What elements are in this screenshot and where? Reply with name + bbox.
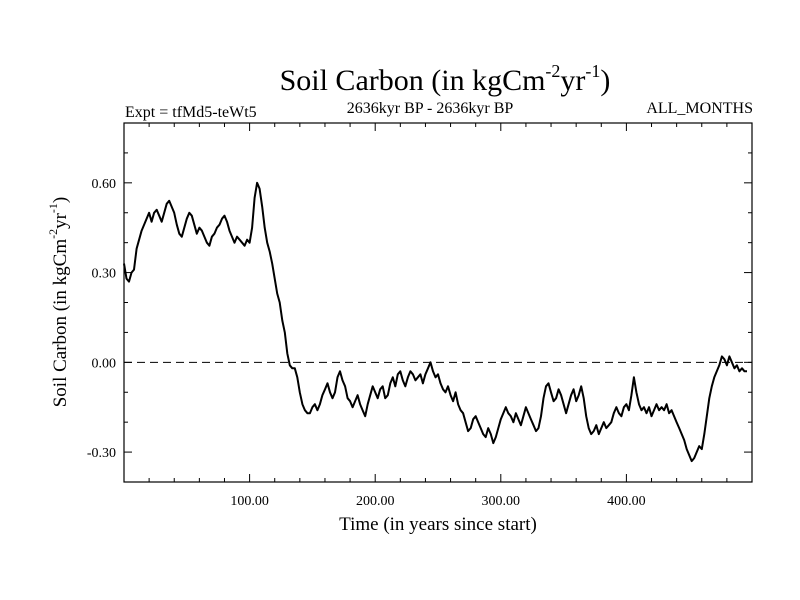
experiment-label: Expt = tfMd5-teWt5	[125, 104, 257, 121]
plot-frame	[123, 122, 753, 483]
y-tick-label: 0.60	[92, 177, 117, 192]
x-tick-label: 100.00	[230, 494, 269, 509]
y-tick-label: 0.00	[92, 356, 117, 371]
tick-labels: 100.00 200.00 300.00 400.00 -0.30 0.00 0.30 0.6…	[87, 177, 646, 509]
chart-title: Soil Carbon (in kgCm-2yr-1)	[280, 61, 611, 97]
x-axis-title: Time (in years since start)	[339, 514, 537, 535]
x-tick-label: 200.00	[356, 494, 395, 509]
y-tick-label: 0.30	[92, 267, 117, 282]
time-range-label: 2636kyr BP - 2636kyr BP	[347, 100, 514, 117]
y-tick-label: -0.30	[87, 446, 116, 461]
y-axis-title: Soil Carbon (in kgCm-2yr-1)	[46, 197, 71, 408]
axis-ticks	[124, 122, 753, 483]
soil-carbon-series-line	[123, 181, 747, 463]
x-tick-label: 400.00	[607, 494, 646, 509]
months-label: ALL_MONTHS	[646, 100, 753, 117]
x-tick-label: 300.00	[482, 494, 521, 509]
